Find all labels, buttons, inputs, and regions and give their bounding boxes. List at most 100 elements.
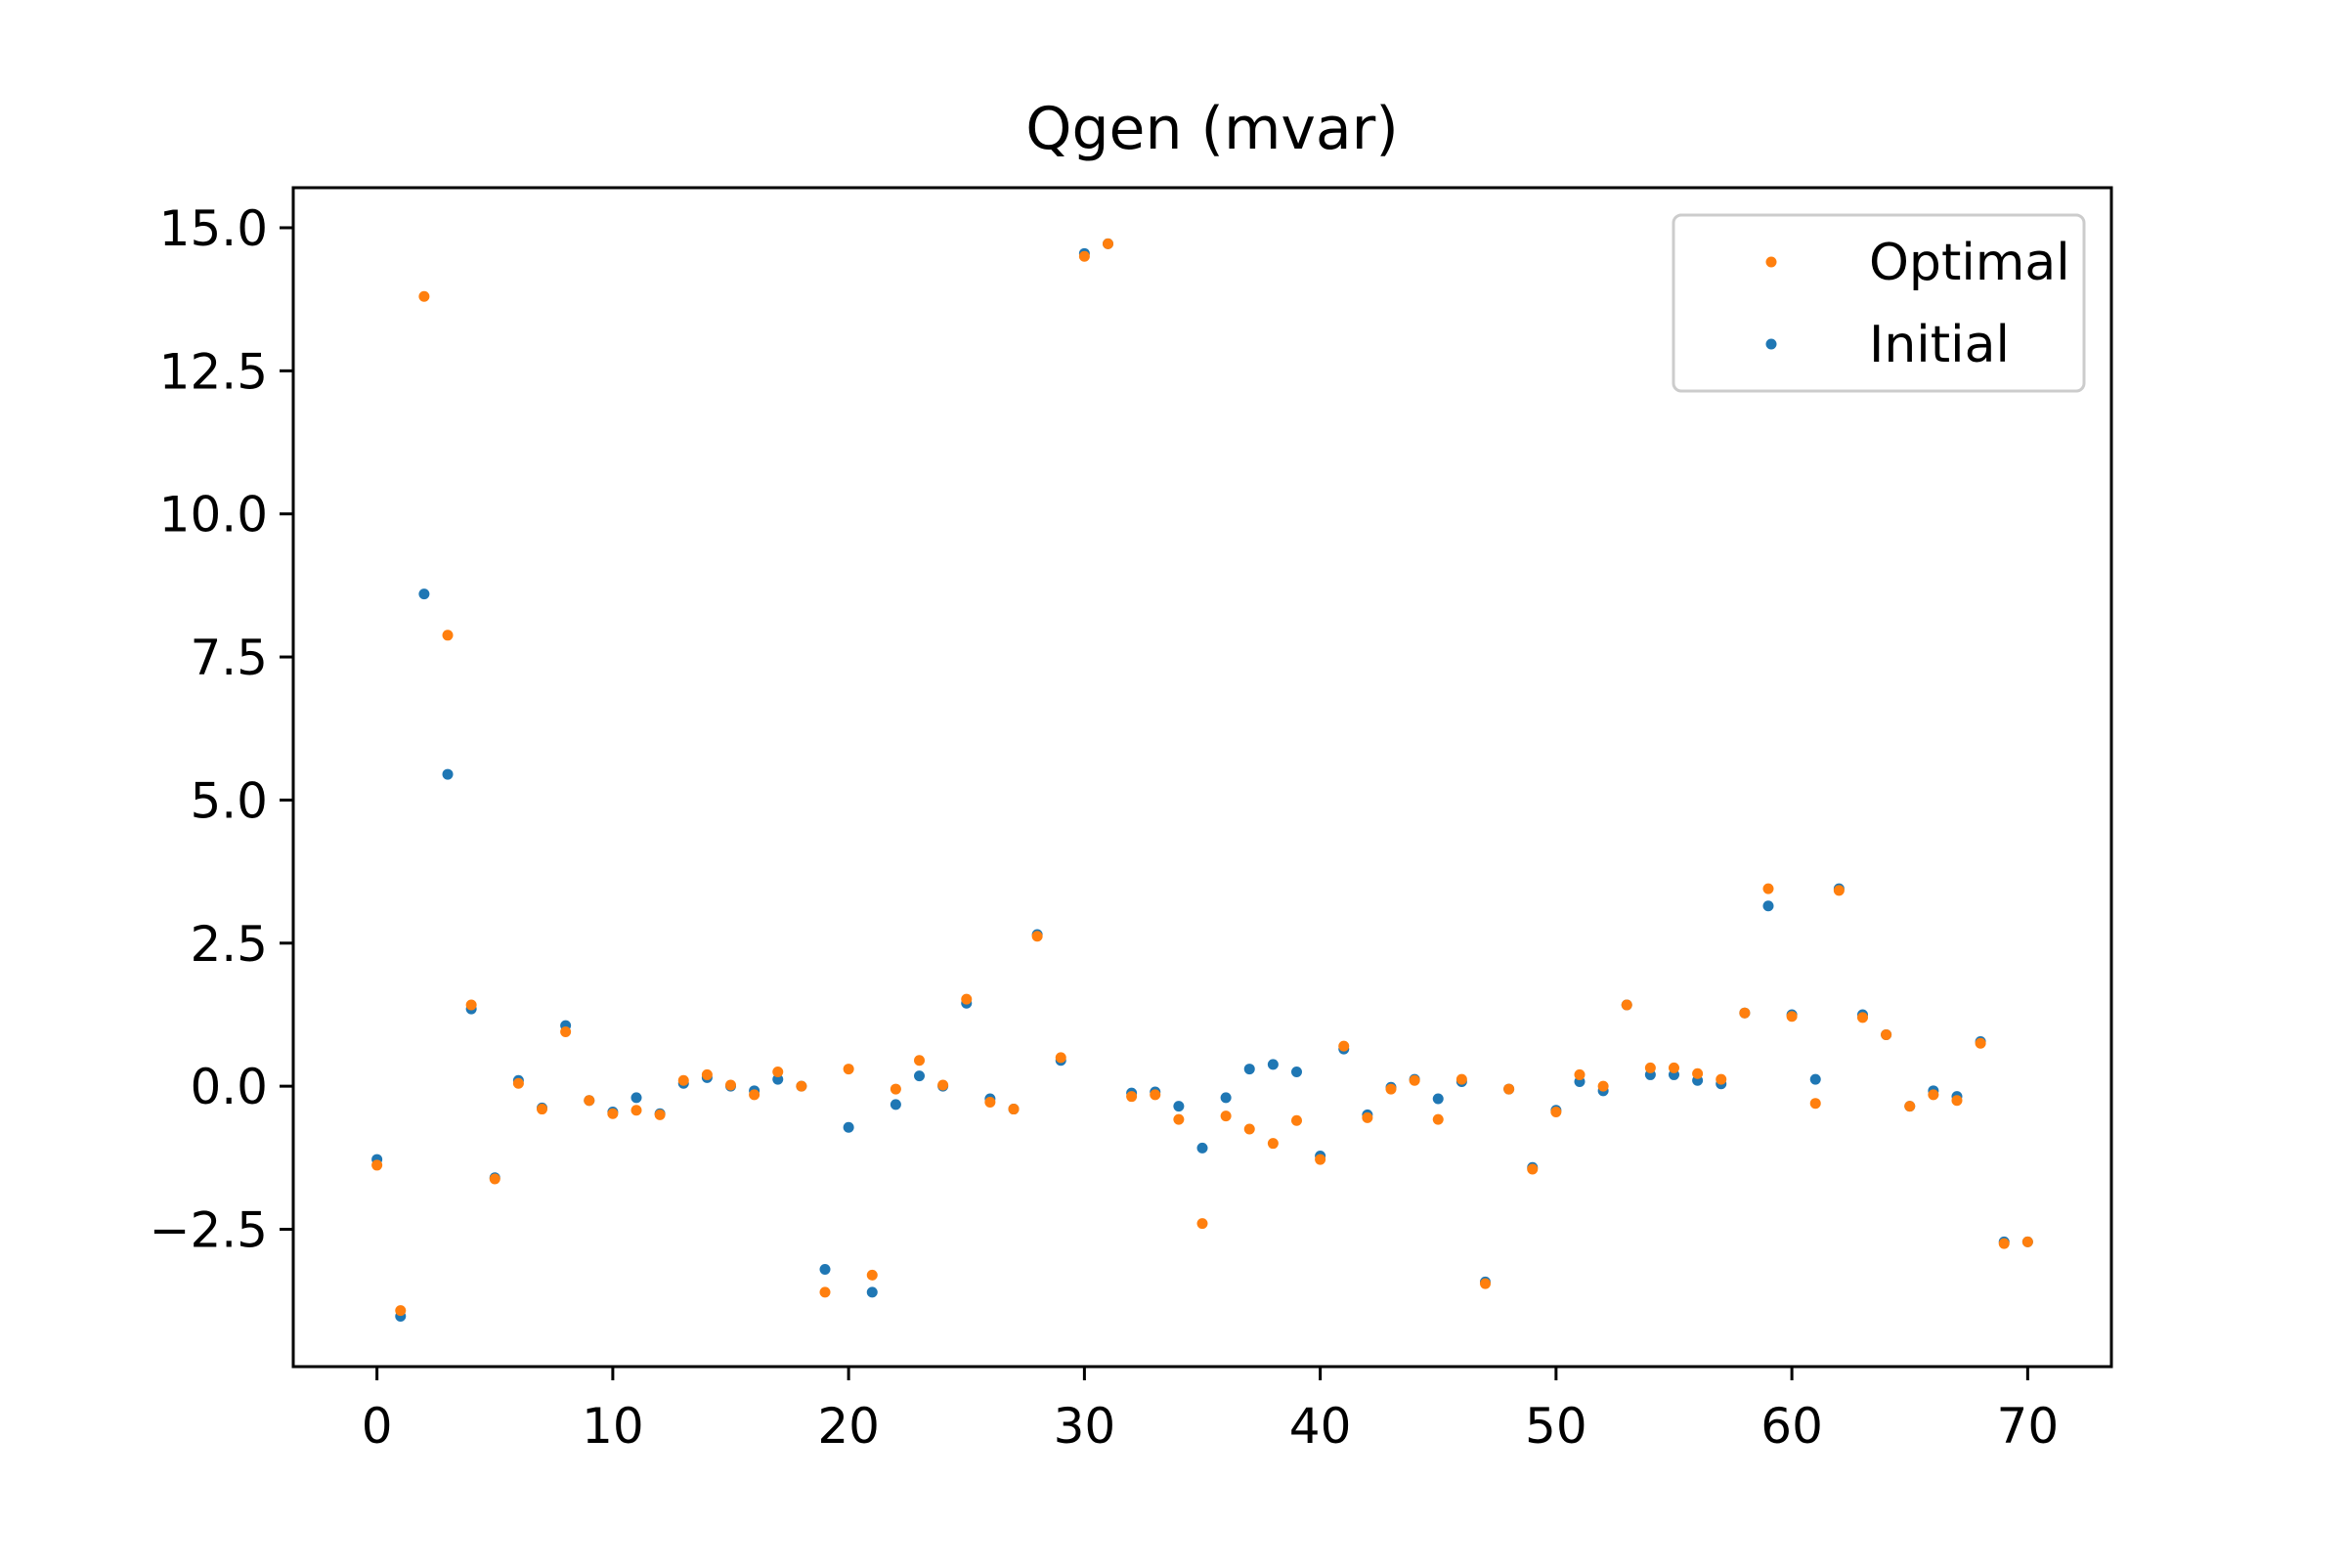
legend-label-initial: Initial [1869, 316, 2010, 374]
x-tick-label: 50 [1525, 1398, 1587, 1455]
point-initial [1220, 1092, 1232, 1104]
point-optimal [1031, 931, 1043, 942]
point-optimal [630, 1105, 642, 1116]
y-axis: −2.5 0.0 2.5 5.0 7.5 10.0 12.5 15.0 [150, 200, 293, 1258]
point-initial [890, 1099, 901, 1111]
y-tick-label: 0.0 [190, 1059, 268, 1115]
legend-marker-optimal [1765, 256, 1777, 268]
point-optimal [1455, 1073, 1467, 1085]
data-points [371, 238, 2033, 1322]
point-optimal [1362, 1111, 1373, 1123]
series-optimal [371, 238, 2033, 1317]
point-optimal [1762, 883, 1774, 894]
point-optimal [1338, 1040, 1350, 1052]
legend-box [1672, 213, 2086, 393]
point-optimal [1220, 1111, 1232, 1122]
point-optimal [1150, 1089, 1161, 1101]
point-optimal [654, 1109, 666, 1120]
point-initial [1267, 1059, 1279, 1070]
point-optimal [1503, 1083, 1515, 1095]
point-optimal [1078, 250, 1090, 262]
point-optimal [1786, 1011, 1798, 1023]
y-tick-label: 15.0 [159, 200, 268, 257]
plot-frame [291, 186, 2113, 1369]
point-optimal [1126, 1091, 1138, 1103]
y-tick-label: 2.5 [190, 916, 268, 973]
point-optimal [2021, 1236, 2033, 1247]
point-optimal [914, 1055, 926, 1067]
x-tick-label: 70 [1997, 1398, 2060, 1455]
point-optimal [1951, 1095, 1963, 1107]
point-initial [866, 1286, 878, 1298]
point-optimal [1550, 1106, 1562, 1117]
y-tick-label: 10.0 [159, 487, 268, 544]
point-optimal [1881, 1028, 1892, 1040]
point-initial [1762, 900, 1774, 912]
point-optimal [701, 1068, 713, 1080]
point-optimal [537, 1104, 548, 1115]
point-optimal [1315, 1154, 1326, 1165]
point-initial [1173, 1101, 1185, 1112]
chart-title: Qgen (mvar) [1025, 95, 1399, 163]
y-tick-label: 7.5 [190, 630, 268, 686]
x-tick-label: 30 [1054, 1398, 1116, 1455]
point-optimal [465, 999, 477, 1011]
point-initial [843, 1121, 854, 1133]
point-optimal [984, 1097, 996, 1109]
point-initial [914, 1070, 926, 1082]
y-tick-label: 12.5 [159, 343, 268, 400]
point-optimal [1904, 1101, 1916, 1112]
point-optimal [1833, 885, 1845, 896]
legend-label-optimal: Optimal [1869, 234, 2070, 292]
point-optimal [1998, 1238, 2010, 1249]
point-optimal [1409, 1074, 1420, 1086]
point-optimal [1196, 1218, 1208, 1230]
x-tick-label: 20 [817, 1398, 880, 1455]
point-optimal [1055, 1052, 1066, 1064]
point-optimal [1975, 1037, 1986, 1049]
x-tick-label: 60 [1760, 1398, 1823, 1455]
point-optimal [560, 1026, 572, 1038]
point-optimal [819, 1286, 831, 1298]
point-optimal [371, 1159, 383, 1171]
x-tick-label: 10 [582, 1398, 644, 1455]
point-optimal [418, 290, 430, 302]
point-optimal [1267, 1138, 1279, 1150]
point-initial [1432, 1093, 1444, 1105]
point-optimal [772, 1067, 784, 1077]
point-optimal [961, 993, 973, 1005]
x-axis: 0 10 20 30 40 50 60 70 [362, 1367, 2059, 1455]
point-optimal [584, 1095, 595, 1107]
y-tick-label: 5.0 [190, 772, 268, 829]
point-optimal [1739, 1007, 1751, 1019]
point-initial [630, 1092, 642, 1104]
point-optimal [725, 1079, 737, 1091]
point-optimal [749, 1089, 760, 1101]
point-optimal [1809, 1098, 1821, 1110]
point-optimal [796, 1080, 807, 1092]
x-tick-label: 40 [1289, 1398, 1352, 1455]
point-optimal [442, 630, 454, 641]
point-optimal [1928, 1089, 1939, 1101]
point-optimal [677, 1074, 689, 1086]
point-optimal [1574, 1068, 1586, 1080]
point-initial [819, 1263, 831, 1275]
point-optimal [1692, 1067, 1704, 1079]
point-optimal [1385, 1083, 1397, 1095]
point-optimal [1527, 1163, 1539, 1175]
point-optimal [1290, 1114, 1302, 1126]
point-initial [442, 768, 454, 780]
point-initial [1809, 1073, 1821, 1085]
x-tick-label: 0 [362, 1398, 393, 1455]
point-optimal [1243, 1123, 1255, 1135]
point-initial [418, 588, 430, 600]
point-optimal [937, 1079, 949, 1091]
axes: 0 10 20 30 40 50 60 70 −2.5 0.0 2.5 5.0 7.5 10.0 12.5… [150, 186, 2113, 1455]
point-optimal [866, 1269, 878, 1281]
point-initial [1196, 1142, 1208, 1154]
legend-marker-initial [1765, 338, 1777, 350]
point-optimal [395, 1305, 407, 1317]
point-optimal [843, 1064, 854, 1075]
point-optimal [1103, 238, 1114, 249]
